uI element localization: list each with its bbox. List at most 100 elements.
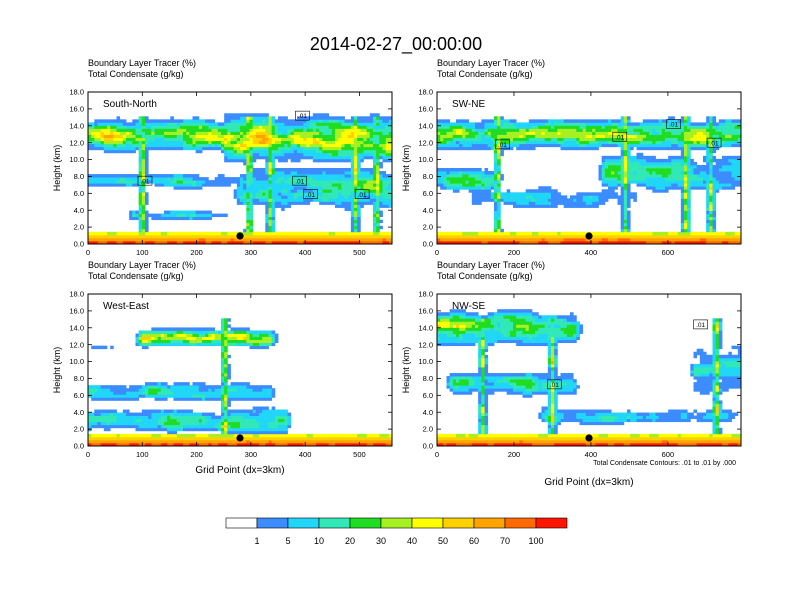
field-cell: [614, 183, 618, 187]
field-cell: [186, 210, 190, 214]
field-cell: [135, 240, 140, 245]
field-cell: [341, 168, 345, 172]
field-cell: [684, 143, 688, 148]
field-cell: [475, 195, 479, 199]
field-cell: [284, 116, 288, 120]
field-cell: [198, 180, 203, 184]
field-cell: [388, 189, 393, 193]
field-cell: [309, 237, 314, 242]
field-cell: [595, 125, 599, 129]
field-cell: [350, 177, 355, 181]
field-cell: [322, 131, 326, 135]
field-cell: [167, 174, 171, 178]
field-cell: [325, 186, 330, 190]
field-cell: [265, 119, 269, 123]
field-cell: [703, 164, 707, 169]
field-cell: [341, 146, 345, 151]
field-cell: [611, 174, 615, 178]
field-cell: [322, 198, 326, 202]
field-cell: [459, 240, 463, 245]
field-cell: [129, 234, 133, 239]
field-cell: [709, 177, 713, 181]
field-cell: [369, 180, 374, 184]
field-cell: [164, 210, 168, 214]
field-cell: [208, 237, 212, 242]
field-cell: [712, 186, 717, 190]
field-cell: [623, 161, 628, 166]
field-cell: [623, 240, 628, 245]
field-cell: [255, 168, 260, 172]
field-cell: [347, 207, 352, 211]
field-cell: [183, 134, 187, 138]
field-cell: [532, 234, 536, 239]
field-cell: [589, 119, 593, 123]
field-cell: [240, 183, 244, 187]
field-cell: [703, 171, 707, 175]
field-cell: [373, 161, 377, 166]
field-cell: [459, 177, 463, 181]
field-cell: [357, 171, 361, 175]
field-cell: [240, 137, 244, 142]
field-cell: [516, 143, 520, 148]
field-cell: [385, 134, 390, 138]
field-cell: [138, 158, 143, 163]
field-cell: [541, 119, 546, 123]
field-cell: [484, 134, 489, 138]
field-cell: [208, 125, 212, 129]
field-cell: [236, 137, 241, 142]
field-cell: [475, 189, 479, 193]
field-cell: [369, 237, 374, 242]
field-cell: [129, 240, 133, 245]
field-cell: [246, 216, 250, 221]
field-cell: [88, 177, 92, 181]
field-cell: [360, 195, 364, 199]
field-cell: [306, 128, 311, 132]
field-cell: [497, 149, 501, 154]
field-cell: [271, 140, 276, 145]
field-cell: [646, 155, 650, 160]
field-cell: [227, 137, 231, 142]
field-cell: [535, 231, 539, 236]
field-cell: [221, 134, 225, 138]
field-cell: [309, 134, 314, 138]
field-cell: [680, 198, 685, 202]
field-cell: [525, 192, 530, 196]
field-cell: [145, 222, 149, 227]
field-cell: [680, 183, 685, 187]
field-cell: [135, 122, 140, 126]
field-cell: [452, 186, 457, 190]
field-cell: [547, 143, 552, 148]
field-cell: [341, 122, 345, 126]
field-cell: [674, 186, 679, 190]
field-cell: [262, 171, 266, 175]
field-cell: [129, 231, 133, 236]
field-cell: [490, 192, 495, 196]
field-cell: [544, 140, 549, 145]
field-cell: [110, 174, 114, 178]
field-cell: [579, 119, 584, 123]
field-cell: [271, 171, 276, 175]
field-cell: [138, 192, 143, 196]
field-cell: [699, 137, 704, 142]
field-cell: [642, 146, 647, 151]
field-cell: [601, 240, 606, 245]
field-cell: [706, 213, 710, 218]
field-cell: [633, 140, 637, 145]
field-cell: [646, 158, 650, 163]
field-cell: [249, 140, 254, 145]
field-cell: [725, 180, 729, 184]
field-cell: [160, 131, 165, 135]
field-cell: [88, 137, 92, 142]
field-cell: [189, 231, 193, 236]
field-cell: [604, 158, 609, 163]
field-cell: [126, 180, 130, 184]
field-cell: [255, 180, 260, 184]
field-cell: [503, 195, 508, 199]
field-cell: [532, 198, 536, 202]
field-cell: [344, 158, 349, 163]
field-cell: [506, 198, 511, 202]
field-cell: [709, 149, 713, 154]
field-cell: [576, 204, 580, 208]
field-cell: [262, 155, 266, 160]
field-cell: [376, 222, 380, 227]
